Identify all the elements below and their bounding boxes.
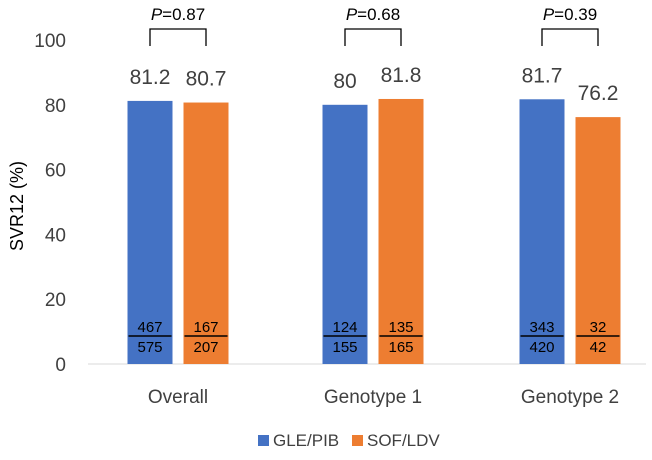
data-label: 81.8 <box>381 64 422 87</box>
y-axis-label: SVR12 (%) <box>7 161 27 251</box>
fraction-numerator: 167 <box>193 319 218 336</box>
p-value-label: P=0.87 <box>151 5 205 24</box>
legend-swatch <box>352 435 363 446</box>
bar <box>378 98 424 364</box>
data-label: 80.7 <box>186 68 227 91</box>
fraction-denominator: 420 <box>529 339 554 356</box>
y-tick-label: 100 <box>34 31 66 52</box>
bar <box>322 104 368 365</box>
fraction-numerator: 32 <box>590 319 607 336</box>
y-tick-label: 80 <box>45 96 66 117</box>
p-value-label: P=0.39 <box>543 5 597 24</box>
bar <box>575 117 621 364</box>
y-tick-label: 60 <box>45 161 66 182</box>
y-tick-label: 40 <box>45 225 66 246</box>
y-tick-label: 0 <box>55 355 66 376</box>
significance-bracket <box>541 28 599 46</box>
fraction-numerator: 467 <box>137 319 162 336</box>
y-axis: 0 20 40 60 80 100 <box>34 31 66 376</box>
legend-swatch <box>258 435 269 446</box>
bars <box>127 98 621 365</box>
legend-label: SOF/LDV <box>367 431 440 450</box>
p-value-label: P=0.68 <box>346 5 400 24</box>
fraction-denominator: 207 <box>193 339 218 356</box>
data-label: 81.2 <box>130 66 171 89</box>
bar <box>183 102 229 365</box>
fraction-numerator: 124 <box>332 319 357 336</box>
data-label: 76.2 <box>578 82 619 105</box>
legend: GLE/PIB SOF/LDV <box>258 431 440 450</box>
x-axis: Overall Genotype 1 Genotype 2 <box>88 363 646 408</box>
fraction-numerator: 135 <box>388 319 413 336</box>
fraction-numerator: 343 <box>529 319 554 336</box>
significance-bracket <box>149 28 207 46</box>
x-tick-label: Genotype 1 <box>324 387 422 408</box>
bar <box>519 99 565 365</box>
annotations: 81.2 467 575 80.7 167 207 P=0.87 80 124 155 81.8 13… <box>128 5 620 356</box>
fraction-denominator: 42 <box>590 339 607 356</box>
data-label: 80 <box>333 70 356 93</box>
legend-label: GLE/PIB <box>273 431 339 450</box>
bar <box>127 100 173 365</box>
fraction-denominator: 155 <box>332 339 357 356</box>
x-tick-label: Overall <box>148 387 208 408</box>
fraction-denominator: 575 <box>137 339 162 356</box>
x-tick-label: Genotype 2 <box>521 387 619 408</box>
fraction-denominator: 165 <box>388 339 413 356</box>
y-tick-label: 20 <box>45 290 66 311</box>
significance-bracket <box>344 28 402 46</box>
data-label: 81.7 <box>522 64 563 87</box>
